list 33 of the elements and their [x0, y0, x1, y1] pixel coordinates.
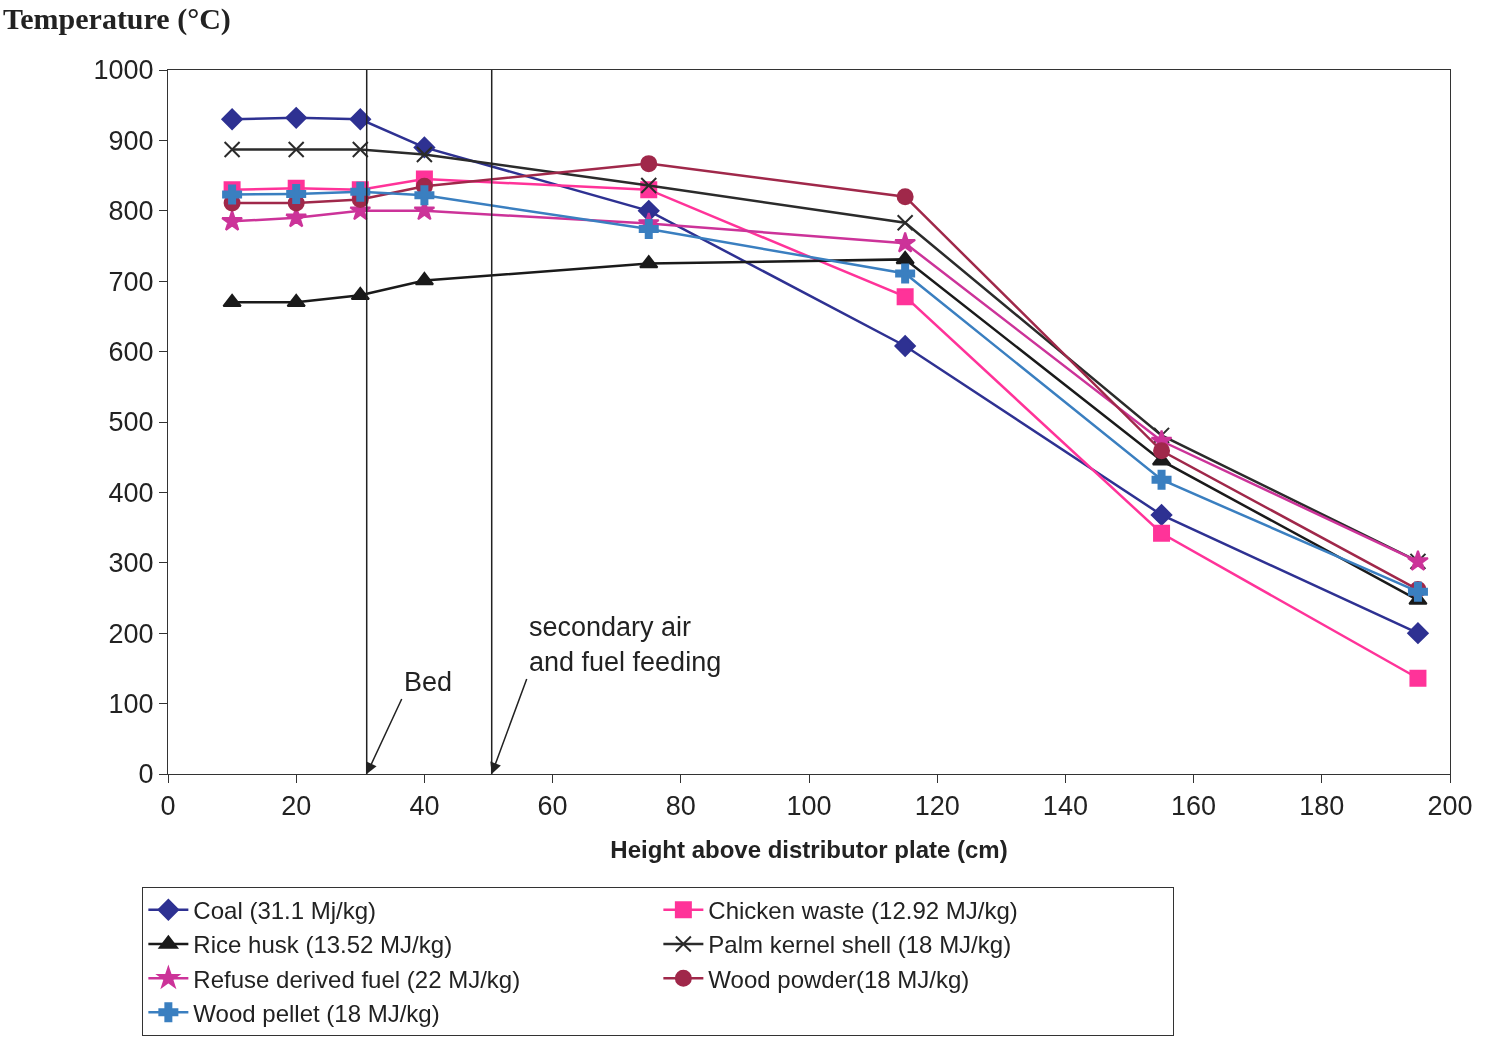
y-tick-label: 0: [138, 759, 154, 790]
y-tick-label: 700: [108, 266, 154, 297]
legend-label: Rice husk (13.52 MJ/kg): [193, 931, 453, 959]
y-tick-label: 800: [108, 196, 154, 227]
legend-label: Coal (31.1 Mj/kg): [193, 897, 377, 925]
x-axis-title: Height above distributor plate (cm): [610, 835, 1008, 863]
y-tick-label: 300: [108, 548, 154, 579]
y-tick-label: 400: [108, 477, 154, 508]
x-tick-label: 140: [1042, 791, 1088, 822]
x-tick-label: 180: [1299, 791, 1345, 822]
x-tick-label: 60: [537, 791, 568, 822]
y-tick-label: 500: [108, 407, 154, 438]
x-tick-label: 80: [665, 791, 696, 822]
ref-line-label: Bed: [404, 667, 453, 697]
legend-label: Chicken waste (12.92 MJ/kg): [708, 897, 1018, 925]
y-tick-label: 900: [108, 125, 154, 156]
legend-label: Palm kernel shell (18 MJ/kg): [708, 931, 1012, 959]
x-tick-label: 100: [786, 791, 832, 822]
y-tick-label: 1000: [93, 55, 154, 86]
y-tick-label: 200: [108, 618, 154, 649]
legend-label: Wood pellet (18 MJ/kg): [193, 999, 440, 1027]
y-tick-label: 600: [108, 337, 154, 368]
y-tick-label: 100: [108, 689, 154, 720]
x-tick-label: 20: [281, 791, 312, 822]
y-axis-title: Temperature (°C): [3, 2, 231, 36]
ref-line-label: secondary air and fuel feeding: [529, 612, 722, 678]
legend-label: Wood powder(18 MJ/kg): [708, 965, 970, 993]
x-tick-label: 0: [160, 791, 176, 822]
x-tick-label: 160: [1171, 791, 1217, 822]
legend-label: Refuse derived fuel (22 MJ/kg): [193, 965, 521, 993]
x-tick-label: 40: [409, 791, 440, 822]
x-tick-label: 200: [1427, 791, 1473, 822]
x-tick-label: 120: [914, 791, 960, 822]
